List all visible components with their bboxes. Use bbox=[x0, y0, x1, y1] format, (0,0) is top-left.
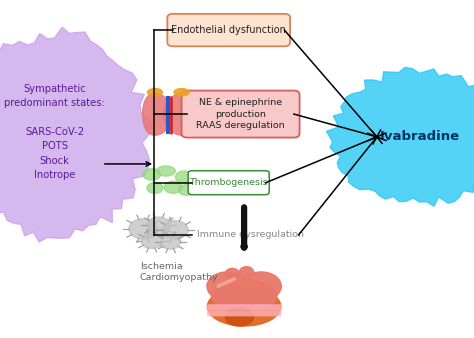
Ellipse shape bbox=[147, 89, 163, 96]
Ellipse shape bbox=[239, 267, 254, 277]
Circle shape bbox=[129, 219, 157, 239]
Text: Sympathetic
predominant states:

SARS-CoV-2
POTS
Shock
Inotrope: Sympathetic predominant states: SARS-CoV… bbox=[4, 83, 105, 180]
Ellipse shape bbox=[211, 280, 277, 312]
Ellipse shape bbox=[207, 272, 247, 301]
FancyBboxPatch shape bbox=[167, 14, 290, 46]
Circle shape bbox=[147, 217, 171, 234]
Ellipse shape bbox=[164, 181, 182, 193]
Text: Ischemia
Cardiomyopathy: Ischemia Cardiomyopathy bbox=[140, 262, 219, 283]
FancyBboxPatch shape bbox=[207, 310, 281, 316]
FancyBboxPatch shape bbox=[182, 91, 300, 138]
Ellipse shape bbox=[174, 89, 189, 96]
Ellipse shape bbox=[241, 272, 282, 301]
Circle shape bbox=[141, 234, 162, 248]
Text: Endothelial dysfunction: Endothelial dysfunction bbox=[171, 25, 286, 35]
Polygon shape bbox=[143, 93, 173, 135]
FancyBboxPatch shape bbox=[188, 171, 269, 195]
Text: Immune dysregulation: Immune dysregulation bbox=[197, 231, 304, 239]
Ellipse shape bbox=[147, 183, 163, 193]
Circle shape bbox=[163, 221, 188, 239]
Ellipse shape bbox=[156, 166, 175, 176]
Ellipse shape bbox=[143, 169, 161, 180]
Text: Thrombogenesis: Thrombogenesis bbox=[190, 178, 268, 187]
Ellipse shape bbox=[175, 171, 192, 183]
Text: Ivabradine: Ivabradine bbox=[379, 130, 460, 143]
Polygon shape bbox=[0, 27, 152, 242]
Circle shape bbox=[161, 236, 180, 249]
Text: NE & epinephrine
production
RAAS deregulation: NE & epinephrine production RAAS deregul… bbox=[196, 98, 285, 130]
Polygon shape bbox=[164, 93, 194, 135]
Ellipse shape bbox=[225, 308, 254, 326]
Ellipse shape bbox=[207, 287, 281, 326]
Polygon shape bbox=[327, 67, 474, 206]
FancyBboxPatch shape bbox=[207, 304, 281, 310]
Ellipse shape bbox=[179, 185, 194, 195]
Ellipse shape bbox=[225, 268, 239, 279]
